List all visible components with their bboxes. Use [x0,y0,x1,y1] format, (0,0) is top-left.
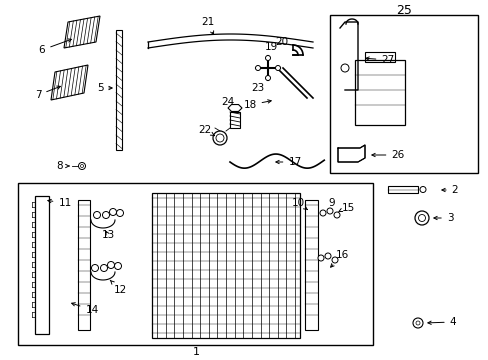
Circle shape [79,162,85,170]
Bar [229,112,240,128]
Circle shape [109,208,116,216]
Bar [18,183,372,345]
Bar [152,193,299,338]
Circle shape [255,66,260,71]
Circle shape [412,318,422,328]
Text: 11: 11 [48,198,71,208]
Text: 24: 24 [221,97,234,107]
Bar [329,15,477,173]
Text: 8: 8 [57,161,69,171]
Bar [364,52,394,62]
Circle shape [265,76,270,81]
Circle shape [81,165,83,167]
Circle shape [326,208,332,214]
Polygon shape [116,30,122,150]
Text: 19: 19 [264,42,277,52]
Circle shape [415,321,419,325]
Bar [305,200,317,330]
Polygon shape [337,145,364,162]
Circle shape [116,210,123,216]
Circle shape [114,262,121,270]
Text: 13: 13 [101,230,114,240]
Circle shape [213,131,226,145]
Text: 4: 4 [427,317,455,327]
Circle shape [418,215,425,221]
Polygon shape [64,16,100,48]
Bar [35,196,49,334]
Polygon shape [387,186,417,193]
Bar [354,60,404,125]
Text: 17: 17 [275,157,301,167]
Circle shape [414,211,428,225]
Text: 2: 2 [441,185,457,195]
Text: 22: 22 [198,125,214,136]
Circle shape [265,55,270,60]
Text: 14: 14 [72,303,99,315]
Text: 26: 26 [371,150,404,160]
Text: 21: 21 [201,17,214,35]
Text: 1: 1 [192,347,199,357]
Circle shape [340,64,348,72]
Text: 6: 6 [39,39,71,55]
Circle shape [93,211,101,219]
Text: 20: 20 [275,37,288,47]
Circle shape [216,134,224,142]
Circle shape [331,257,337,263]
Text: 3: 3 [446,213,452,223]
Circle shape [275,66,280,71]
Circle shape [333,212,339,218]
Text: 10: 10 [291,198,307,210]
Circle shape [91,265,98,271]
Circle shape [325,253,330,259]
Text: 5: 5 [97,83,112,93]
Text: 15: 15 [341,203,354,213]
Text: 27: 27 [365,55,394,65]
Text: 7: 7 [35,86,61,100]
Polygon shape [51,65,88,100]
Bar [78,200,90,330]
Circle shape [102,211,109,219]
Circle shape [319,210,325,216]
Text: 18: 18 [243,100,271,110]
Text: 12: 12 [110,280,126,295]
Text: 25: 25 [395,4,411,17]
Circle shape [101,265,107,271]
Text: 16: 16 [330,250,348,267]
Circle shape [419,186,425,193]
Circle shape [107,261,114,269]
Text: 23: 23 [251,83,264,93]
Circle shape [317,255,324,261]
Text: 9: 9 [328,198,335,208]
